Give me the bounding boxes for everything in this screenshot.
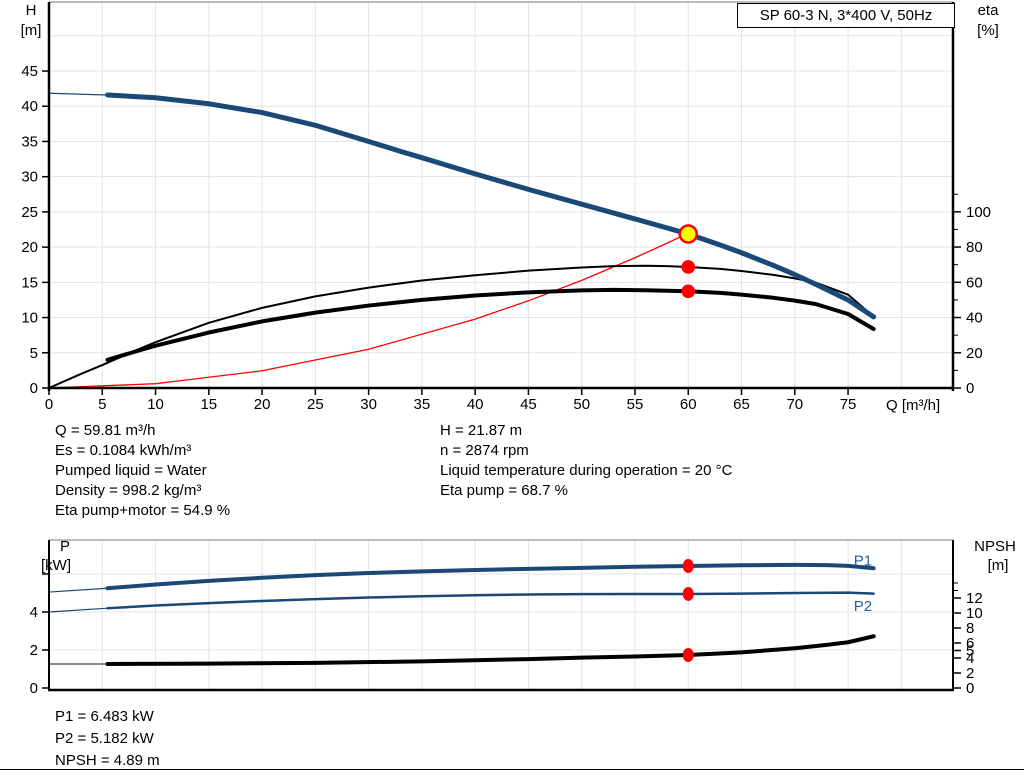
svg-text:0: 0 xyxy=(966,680,974,697)
svg-text:70: 70 xyxy=(786,396,803,413)
info-line: P1 = 6.483 kW xyxy=(55,706,160,728)
svg-text:20: 20 xyxy=(21,239,38,256)
svg-text:45: 45 xyxy=(21,63,38,80)
svg-text:60: 60 xyxy=(966,274,983,291)
info-line: Eta pump+motor = 54.9 % xyxy=(55,501,230,521)
svg-text:5: 5 xyxy=(30,345,38,362)
svg-text:20: 20 xyxy=(966,345,983,362)
eta-axis-unit: [%] xyxy=(966,22,1010,39)
svg-text:65: 65 xyxy=(733,396,750,413)
svg-text:15: 15 xyxy=(200,396,217,413)
svg-text:40: 40 xyxy=(21,98,38,115)
info-line: H = 21.87 m xyxy=(440,421,732,441)
svg-text:10: 10 xyxy=(966,605,983,622)
svg-text:P2: P2 xyxy=(854,598,872,615)
p-axis-title: P xyxy=(50,538,80,555)
q-axis-title: Q [m³/h] xyxy=(886,397,940,414)
svg-text:75: 75 xyxy=(840,396,857,413)
npsh-axis-title: NPSH xyxy=(964,538,1024,555)
svg-text:0: 0 xyxy=(45,396,53,413)
eta-axis-title: eta xyxy=(966,2,1010,19)
pump-curves-plot[interactable]: 0510152025303540455055606570750510152025… xyxy=(0,0,1024,781)
svg-text:10: 10 xyxy=(21,310,38,327)
bottom-divider xyxy=(0,769,1024,770)
h-axis-title: H xyxy=(14,2,48,19)
svg-text:25: 25 xyxy=(21,204,38,221)
svg-text:60: 60 xyxy=(680,396,697,413)
power-info: P1 = 6.483 kWP2 = 5.182 kWNPSH = 4.89 m xyxy=(55,706,160,772)
svg-text:20: 20 xyxy=(254,396,271,413)
info-line: Density = 998.2 kg/m³ xyxy=(55,481,230,501)
info-line: Es = 0.1084 kWh/m³ xyxy=(55,441,230,461)
info-line: Q = 59.81 m³/h xyxy=(55,421,230,441)
svg-text:8: 8 xyxy=(966,620,974,637)
svg-text:30: 30 xyxy=(21,169,38,186)
svg-text:35: 35 xyxy=(414,396,431,413)
svg-text:40: 40 xyxy=(966,310,983,327)
pump-performance-report: 0510152025303540455055606570750510152025… xyxy=(0,0,1024,781)
info-line: Liquid temperature during operation = 20… xyxy=(440,461,732,481)
svg-text:55: 55 xyxy=(627,396,644,413)
p-axis-unit: [kW] xyxy=(30,557,82,574)
svg-text:30: 30 xyxy=(360,396,377,413)
svg-text:15: 15 xyxy=(21,274,38,291)
svg-text:P1: P1 xyxy=(854,553,872,570)
svg-text:45: 45 xyxy=(520,396,537,413)
svg-text:0: 0 xyxy=(966,380,974,397)
svg-text:35: 35 xyxy=(21,133,38,150)
svg-text:2: 2 xyxy=(30,642,38,659)
svg-text:2: 2 xyxy=(966,665,974,682)
svg-text:0: 0 xyxy=(30,380,38,397)
svg-text:0: 0 xyxy=(30,680,38,697)
info-line: P2 = 5.182 kW xyxy=(55,728,160,750)
svg-text:50: 50 xyxy=(573,396,590,413)
info-line: n = 2874 rpm xyxy=(440,441,732,461)
svg-text:100: 100 xyxy=(966,204,991,221)
svg-text:4: 4 xyxy=(30,604,38,621)
svg-text:25: 25 xyxy=(307,396,324,413)
svg-text:80: 80 xyxy=(966,239,983,256)
h-axis-unit: [m] xyxy=(14,22,48,39)
svg-text:6: 6 xyxy=(966,635,974,652)
info-line: Pumped liquid = Water xyxy=(55,461,230,481)
npsh-axis-unit: [m] xyxy=(968,557,1024,574)
info-line: Eta pump = 68.7 % xyxy=(440,481,732,501)
svg-text:10: 10 xyxy=(147,396,164,413)
svg-text:5: 5 xyxy=(98,396,106,413)
duty-info-left: Q = 59.81 m³/hEs = 0.1084 kWh/m³Pumped l… xyxy=(55,421,230,521)
duty-info-right: H = 21.87 mn = 2874 rpmLiquid temperatur… xyxy=(440,421,732,501)
svg-text:40: 40 xyxy=(467,396,484,413)
pump-designation-box: SP 60-3 N, 3*400 V, 50Hz xyxy=(737,3,955,28)
svg-text:12: 12 xyxy=(966,590,983,607)
